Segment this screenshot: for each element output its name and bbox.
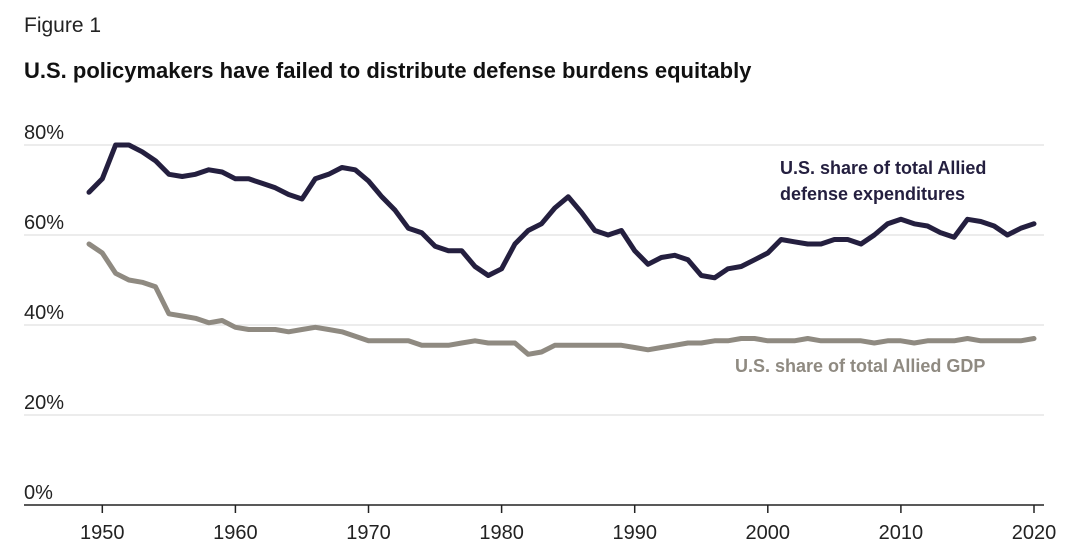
y-axis-ticks: 0% 20% 40% 80% 60% xyxy=(24,122,64,504)
x-tick-label: 1990 xyxy=(612,522,657,544)
y-tick-label: 80% xyxy=(24,122,64,144)
y-tick-label: 20% xyxy=(24,392,64,414)
series-label-1: defense expenditures xyxy=(780,184,965,204)
series-label-1: U.S. share of total Allied xyxy=(780,158,986,178)
x-tick-label: 1950 xyxy=(80,522,125,544)
x-tick-label: 1980 xyxy=(479,522,524,544)
x-tick-label: 2020 xyxy=(1012,522,1057,544)
figure-label: Figure 1 xyxy=(24,14,102,37)
x-tick-label: 1970 xyxy=(346,522,391,544)
series-labels: U.S. share of total Allied defense expend… xyxy=(735,158,986,376)
series-line-1 xyxy=(86,142,1037,281)
series-line-2 xyxy=(86,241,1037,357)
x-axis-ticks: 1950 1960 1970 1980 1990 2000 2010 2020 xyxy=(80,505,1056,544)
x-tick-label: 2000 xyxy=(746,522,791,544)
y-tick-label: 60% xyxy=(24,212,64,234)
series-lines xyxy=(86,142,1037,357)
chart-title: U.S. policymakers have failed to distrib… xyxy=(24,58,752,83)
x-tick-label: 1960 xyxy=(213,522,258,544)
series-label-2: U.S. share of total Allied GDP xyxy=(735,356,985,376)
y-tick-label: 0% xyxy=(24,482,53,504)
x-tick-label: 2010 xyxy=(879,522,924,544)
y-tick-label: 40% xyxy=(24,302,64,324)
